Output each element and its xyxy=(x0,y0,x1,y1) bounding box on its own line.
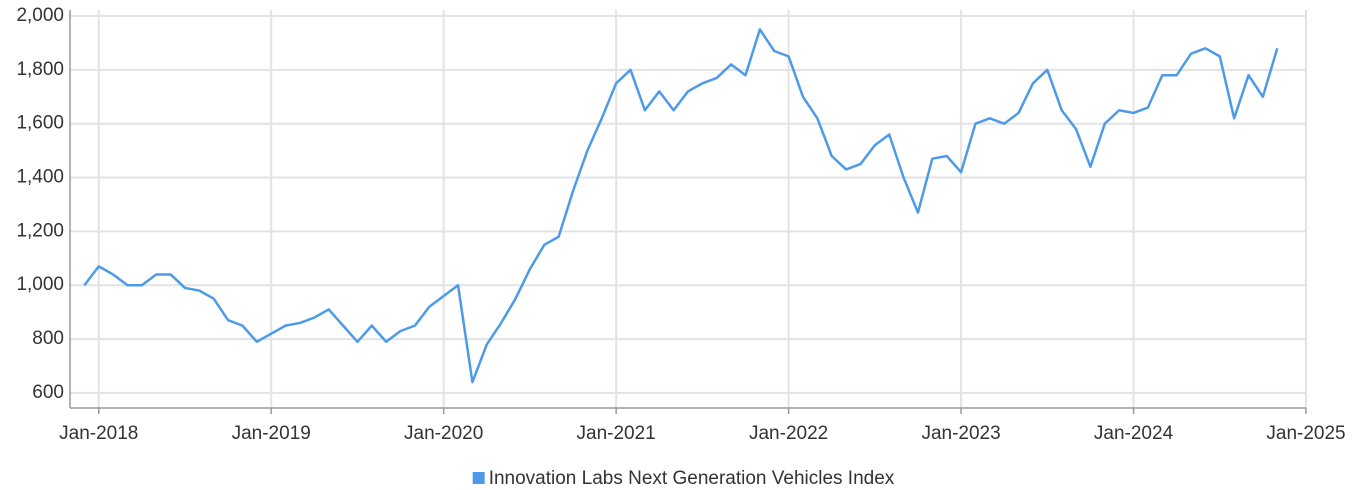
y-tick-label: 1,400 xyxy=(16,167,64,188)
x-tick-label: Jan-2018 xyxy=(59,423,138,444)
legend-swatch xyxy=(472,472,485,484)
x-tick-label: Jan-2021 xyxy=(577,423,656,444)
x-tick-label: Jan-2024 xyxy=(1094,423,1174,444)
y-tick-label: 1,800 xyxy=(16,59,64,80)
x-tick-label: Jan-2019 xyxy=(232,423,311,444)
y-tick-label: 1,000 xyxy=(16,274,64,295)
x-tick-label: Jan-2020 xyxy=(404,423,483,444)
x-tick-label: Jan-2025 xyxy=(1266,423,1345,444)
y-tick-label: 2,000 xyxy=(16,5,64,26)
x-tick-label: Jan-2022 xyxy=(749,423,828,444)
y-tick-label: 600 xyxy=(32,382,64,403)
series-line xyxy=(83,28,1279,384)
x-tick-label: Jan-2023 xyxy=(921,423,1000,444)
y-tick-label: 1,600 xyxy=(16,113,64,134)
y-tick-label: 800 xyxy=(32,328,64,349)
legend-label: Innovation Labs Next Generation Vehicles… xyxy=(489,468,895,489)
y-tick-label: 1,200 xyxy=(16,220,64,241)
